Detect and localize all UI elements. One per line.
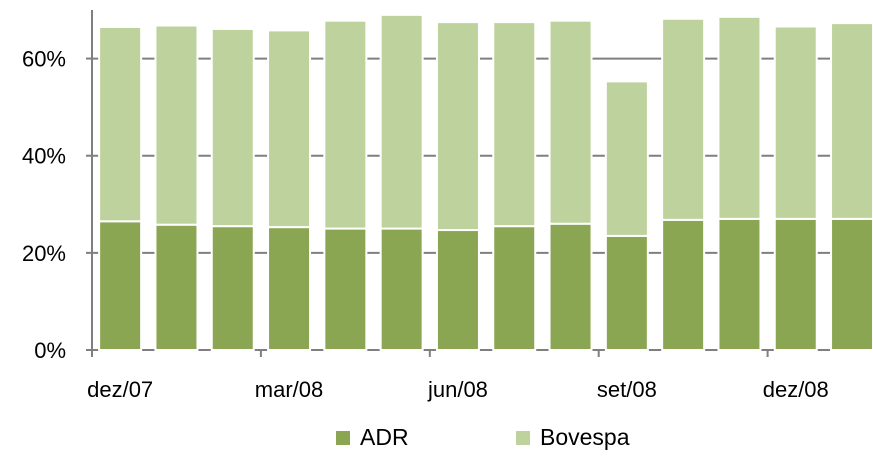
bar-bovespa-ago-08	[548, 19, 593, 225]
bar-adr-abr-08	[323, 227, 368, 351]
bar-adr-jun-08	[435, 229, 480, 351]
x-tick-label: set/08	[597, 377, 657, 402]
legend-item-adr: ADR	[336, 424, 409, 451]
bar-adr-dez-07	[98, 220, 143, 351]
x-tick-label: mar/08	[255, 377, 323, 402]
bar-bovespa-jul-08	[492, 21, 537, 228]
bar-bovespa-dez-07	[98, 26, 143, 223]
bar-bovespa-dez-08	[773, 25, 818, 220]
bar-bovespa-fev-08	[210, 27, 255, 228]
bar-bovespa-abr-08	[323, 19, 368, 230]
bar-bovespa-jun-08	[435, 21, 480, 232]
bar-adr-ago-08	[548, 222, 593, 351]
bar-bovespa-jan-09	[830, 22, 873, 220]
bar-adr-mar-08	[267, 226, 312, 351]
bar-adr-out-08	[661, 218, 706, 351]
bar-bovespa-mar-08	[267, 29, 312, 229]
bar-adr-fev-08	[210, 225, 255, 351]
legend: ADR Bovespa	[0, 424, 873, 460]
bar-bovespa-out-08	[661, 17, 706, 221]
legend-item-bovespa: Bovespa	[516, 424, 630, 451]
bar-adr-dez-08	[773, 217, 818, 351]
bar-adr-jul-08	[492, 225, 537, 351]
legend-label-adr: ADR	[360, 424, 409, 450]
y-tick-label: 40%	[22, 144, 66, 169]
bar-bovespa-nov-08	[717, 15, 762, 220]
bar-bovespa-set-08	[604, 80, 649, 237]
bar-bovespa-mai-08	[379, 13, 424, 230]
bar-adr-jan-09	[830, 217, 873, 351]
y-tick-label: 0%	[34, 338, 66, 363]
legend-swatch-adr	[336, 430, 350, 445]
legend-label-bovespa: Bovespa	[540, 424, 630, 450]
stacked-bar-chart: 0% 20% 40% 60% dez/07 mar/08 jun/08 set/08 dez/0…	[22, 10, 873, 402]
x-tick-label: dez/08	[763, 377, 829, 402]
x-tick-label: jun/08	[427, 377, 488, 402]
bar-adr-nov-08	[717, 217, 762, 351]
bar-bovespa-jan-08	[154, 24, 199, 226]
legend-swatch-bovespa	[516, 430, 530, 445]
bar-adr-set-08	[604, 234, 649, 352]
y-tick-label: 20%	[22, 241, 66, 266]
x-tick-label: dez/07	[87, 377, 153, 402]
bar-adr-mai-08	[379, 227, 424, 351]
bar-adr-jan-08	[154, 223, 199, 351]
y-tick-label: 60%	[22, 47, 66, 72]
